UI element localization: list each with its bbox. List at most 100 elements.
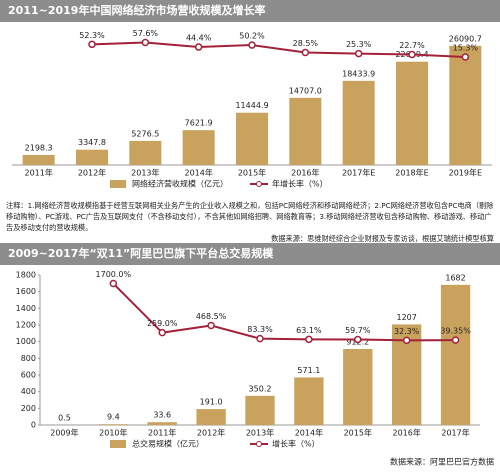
- legend-label: 总交易规模（亿元）: [132, 439, 204, 449]
- bar: [343, 348, 373, 425]
- growth-point: [461, 53, 470, 61]
- growth-point: [207, 321, 215, 330]
- x-tick-label: 2017年: [441, 428, 469, 438]
- y-tick-label: 200: [21, 404, 36, 413]
- data-label: 259.0%: [147, 319, 178, 328]
- growth-point: [408, 50, 416, 59]
- bar: [22, 154, 55, 165]
- data-label: 571.1: [297, 366, 320, 375]
- data-label: 350.2: [249, 384, 272, 393]
- source: 数据来源：阿里巴巴官方数据: [390, 457, 494, 467]
- growth-point: [109, 279, 118, 288]
- growth-point: [248, 41, 256, 49]
- x-tick-label: 2012年: [197, 428, 225, 438]
- y-tick-label: 1600: [16, 287, 36, 296]
- x-tick-label: 2014年: [184, 168, 212, 178]
- data-label: 3347.8: [78, 138, 106, 147]
- legend-swatch: [110, 180, 126, 188]
- x-tick-label: 2015年: [238, 168, 266, 178]
- legend-marker: [256, 441, 262, 447]
- x-tick-label: 2009年: [50, 428, 78, 438]
- growth-point: [88, 40, 96, 49]
- bar: [236, 112, 268, 165]
- x-tick-label: 2012年: [78, 168, 106, 178]
- data-label: 1700.0%: [96, 270, 132, 279]
- y-tick-label: 400: [21, 387, 36, 396]
- growth-point: [194, 43, 203, 51]
- bar: [449, 45, 482, 165]
- note-text: 注释：1.网络经济营收规模指基于经营互联网相关业务产生的企业收入规模之和，包括P…: [6, 201, 494, 232]
- legend-label: 网络经济营收规模（亿元）: [132, 179, 228, 189]
- x-tick-label: 2016年: [392, 428, 420, 438]
- title-banner: [0, 243, 500, 265]
- data-label: 2198.3: [25, 143, 53, 152]
- legend-label: 年增长率（%）: [272, 179, 328, 189]
- growth-point: [256, 334, 264, 343]
- bar: [294, 377, 324, 425]
- data-label: 1682: [445, 273, 465, 282]
- chart-title: 2011~2019年中国网络经济市场营收规模及增长率: [8, 3, 265, 17]
- y-tick-label: 1000: [16, 337, 36, 346]
- growth-point: [354, 335, 362, 344]
- x-tick-label: 2010年: [99, 428, 127, 438]
- bar: [182, 130, 215, 165]
- data-label: 33.6: [153, 411, 171, 420]
- data-label: 15.3%: [453, 44, 479, 53]
- growth-point: [451, 336, 460, 344]
- x-tick-label: 2013年: [131, 168, 159, 178]
- growth-point: [305, 335, 313, 344]
- x-tick-label: 2011年: [24, 168, 52, 178]
- x-tick-label: 2013年: [246, 428, 274, 438]
- data-label: 52.3%: [79, 31, 105, 40]
- growth-point: [354, 49, 363, 58]
- legend-label: 增长率（%）: [272, 439, 320, 449]
- data-label: 32.3%: [394, 327, 420, 336]
- chart-title: 2009~2017年“双11”阿里巴巴旗下平台总交易规模: [8, 246, 274, 260]
- bar: [98, 424, 128, 425]
- bar: [76, 149, 108, 165]
- x-tick-label: 2017年E: [342, 168, 375, 178]
- data-label: 5276.5: [131, 129, 159, 138]
- data-label: 14707.0: [289, 86, 322, 95]
- bar: [196, 409, 226, 425]
- data-label: 191.0: [200, 398, 223, 407]
- source: 数据来源：思维财经综合企业财报及专家访谈，根据艾瑞统计模型核算: [271, 234, 494, 243]
- data-label: 50.2%: [239, 32, 265, 41]
- bar: [147, 422, 177, 425]
- data-label: 9.4: [107, 413, 120, 422]
- data-label: 22.7%: [399, 41, 425, 50]
- legend-marker: [256, 181, 262, 187]
- growth-point: [301, 48, 310, 57]
- data-label: 63.1%: [296, 326, 322, 335]
- data-label: 1207: [396, 313, 416, 322]
- x-tick-label: 2018年E: [395, 168, 428, 178]
- x-tick-label: 2014年: [295, 428, 323, 438]
- data-label: 28.5%: [293, 39, 319, 48]
- y-tick-label: 1400: [16, 304, 36, 313]
- data-label: 39.35%: [440, 327, 471, 336]
- data-label: 59.7%: [345, 326, 371, 335]
- y-tick-label: 0: [31, 421, 36, 430]
- growth-point: [141, 38, 150, 47]
- data-label: 44.4%: [186, 34, 212, 43]
- data-label: 7621.9: [185, 119, 213, 128]
- growth-point: [402, 336, 411, 345]
- data-label: 25.3%: [346, 40, 372, 49]
- y-tick-label: 800: [21, 354, 36, 363]
- y-tick-label: 1800: [16, 271, 36, 280]
- data-label: 18433.9: [342, 69, 375, 78]
- data-label: 468.5%: [196, 312, 227, 321]
- growth-point: [158, 328, 166, 337]
- notes: 注释：1.网络经济营收规模指基于经营互联网相关业务产生的企业收入规模之和，包括P…: [6, 200, 494, 244]
- growth-line: [91, 41, 466, 59]
- data-label: 11444.9: [235, 101, 268, 110]
- data-label: 83.3%: [247, 325, 273, 334]
- bar: [129, 140, 162, 165]
- title-banner: [0, 0, 500, 22]
- y-tick-label: 600: [21, 371, 36, 380]
- legend-swatch: [110, 440, 126, 448]
- x-tick-label: 2019年E: [449, 168, 482, 178]
- bar: [289, 97, 322, 165]
- bar: [245, 395, 275, 425]
